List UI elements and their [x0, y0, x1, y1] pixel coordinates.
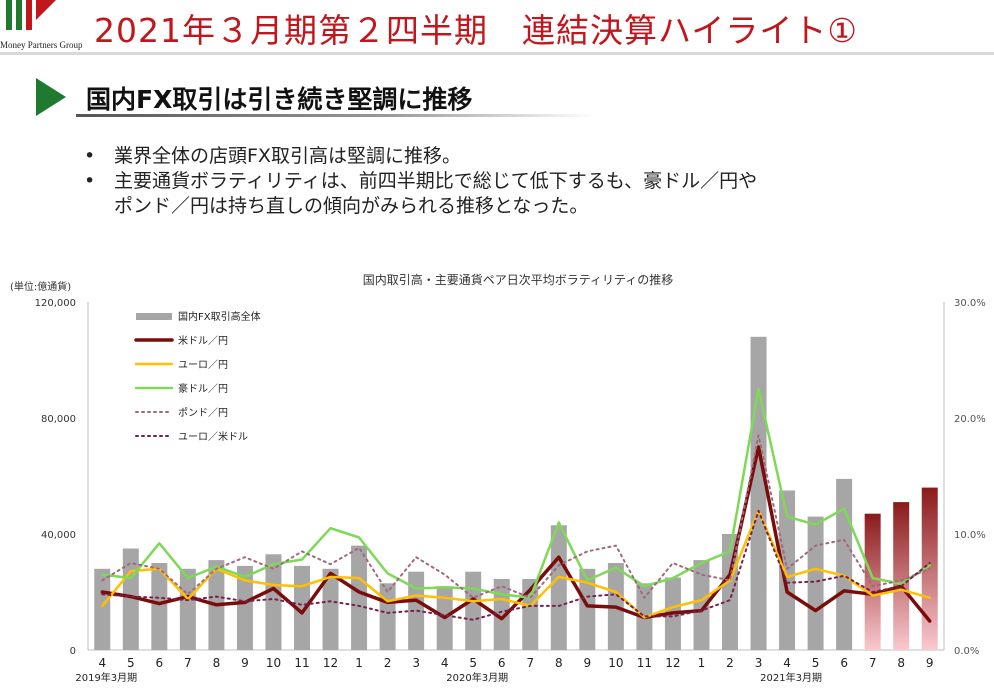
x-tick-label: 4 [98, 656, 106, 670]
x-tick-label: 3 [755, 656, 763, 670]
section-arrow-icon [36, 78, 66, 116]
right-tick-label: 10.0% [954, 530, 986, 541]
x-tick-label: 7 [184, 656, 192, 670]
volatility-line [100, 445, 932, 623]
volume-bar [408, 571, 425, 650]
x-tick-label: 5 [469, 656, 477, 670]
period-label: 2019年3月期 [75, 671, 137, 684]
period-label: 2020年3月期 [446, 671, 508, 684]
volume-bar [579, 568, 596, 650]
legend-label: 豪ドル／円 [178, 382, 228, 395]
volume-bar [893, 502, 910, 650]
x-tick-label: 2 [384, 656, 392, 670]
period-label: 2021年3月期 [760, 671, 822, 684]
x-tick-label: 1 [698, 656, 706, 670]
x-tick-label: 1 [355, 656, 363, 670]
x-tick-label: 6 [156, 656, 164, 670]
volume-bar [379, 583, 396, 650]
volume-bar [151, 563, 168, 650]
volatility-line [101, 387, 931, 600]
volume-bar [465, 571, 482, 650]
page-title: 2021年３月期第２四半期 連結決算ハイライト① [94, 11, 858, 50]
volume-bar [351, 545, 368, 650]
x-tick-label: 6 [498, 656, 506, 670]
x-tick-label: 9 [926, 656, 934, 670]
x-tick-label: 11 [294, 656, 309, 670]
bullet-line: 主要通貨ボラティリティは、前四半期比で総じて低下するも、豪ドル／円や [114, 170, 758, 192]
bullet-marker: • [84, 170, 96, 192]
bullet-item: • 業界全体の店頭FX取引高は堅調に推移。 [84, 144, 964, 169]
right-tick-label: 0.0% [954, 646, 979, 657]
volume-bar [864, 513, 881, 650]
title-divider [0, 52, 994, 55]
volume-bar [265, 554, 282, 650]
volume-bar [836, 478, 853, 650]
volume-bar [179, 568, 196, 650]
volume-bar [493, 578, 510, 650]
x-tick-label: 5 [127, 656, 135, 670]
bullet-line: ポンド／円は持ち直しの傾向がみられる推移となった。 [114, 195, 589, 217]
left-tick-label: 40,000 [41, 530, 76, 541]
x-tick-label: 5 [812, 656, 820, 670]
volatility-line [101, 509, 931, 621]
x-tick-label: 11 [637, 656, 652, 670]
legend-label: 国内FX取引高全体 [178, 310, 261, 323]
section-heading: 国内FX取引は引き続き堅調に推移 [86, 85, 473, 114]
left-tick-label: 80,000 [41, 414, 76, 425]
company-logo [6, 0, 56, 30]
bullet-list: • 業界全体の店頭FX取引高は堅調に推移。 • 主要通貨ボラティリティは、前四半… [84, 144, 964, 219]
left-tick-label: 0 [70, 646, 76, 657]
volume-bar [322, 568, 339, 650]
x-tick-label: 4 [441, 656, 449, 670]
volume-bar [807, 516, 824, 650]
x-tick-label: 8 [213, 656, 221, 670]
volume-volatility-chart: 国内取引高・主要通貨ペア日次平均ボラティリティの推移 (単位:億通貨) 0 40,00… [10, 272, 986, 684]
volume-bar [750, 336, 767, 650]
legend-label: ユーロ／米ドル [178, 430, 248, 443]
x-tick-label: 7 [526, 656, 534, 670]
x-tick-label: 8 [897, 656, 905, 670]
x-tick-label: 10 [608, 656, 623, 670]
legend-label: ユーロ／円 [178, 359, 228, 371]
x-tick-label: 2 [726, 656, 734, 670]
x-tick-label: 12 [323, 656, 338, 670]
right-tick-label: 30.0% [954, 298, 986, 309]
x-tick-label: 4 [783, 656, 791, 670]
x-tick-label: 3 [412, 656, 420, 670]
left-tick-label: 120,000 [35, 298, 76, 309]
legend-label: 米ドル／円 [178, 334, 228, 347]
x-tick-label: 7 [869, 656, 877, 670]
right-tick-label: 20.0% [954, 414, 986, 425]
x-tick-label: 8 [555, 656, 563, 670]
bullet-marker: • [84, 145, 96, 167]
left-axis-label: (単位:億通貨) [10, 280, 71, 293]
x-tick-label: 9 [241, 656, 249, 670]
volume-bar [693, 560, 710, 650]
volume-bar [94, 568, 111, 650]
x-tick-label: 12 [665, 656, 680, 670]
volume-bar [779, 490, 796, 650]
volume-bar [550, 525, 567, 650]
legend-swatch [136, 313, 172, 320]
legend-label: ポンド／円 [178, 407, 228, 419]
logo-text: Money Partners Group [0, 40, 83, 50]
x-tick-label: 10 [266, 656, 281, 670]
volatility-line [101, 509, 931, 619]
volatility-line [101, 434, 931, 599]
section-underline [76, 114, 596, 117]
chart-title: 国内取引高・主要通貨ペア日次平均ボラティリティの推移 [363, 272, 674, 287]
x-tick-label: 9 [584, 656, 592, 670]
x-tick-label: 6 [840, 656, 848, 670]
bullet-item: • 主要通貨ボラティリティは、前四半期比で総じて低下するも、豪ドル／円や ポンド… [84, 169, 964, 219]
volume-bar [236, 565, 253, 650]
bullet-line: 業界全体の店頭FX取引高は堅調に推移。 [114, 145, 461, 167]
